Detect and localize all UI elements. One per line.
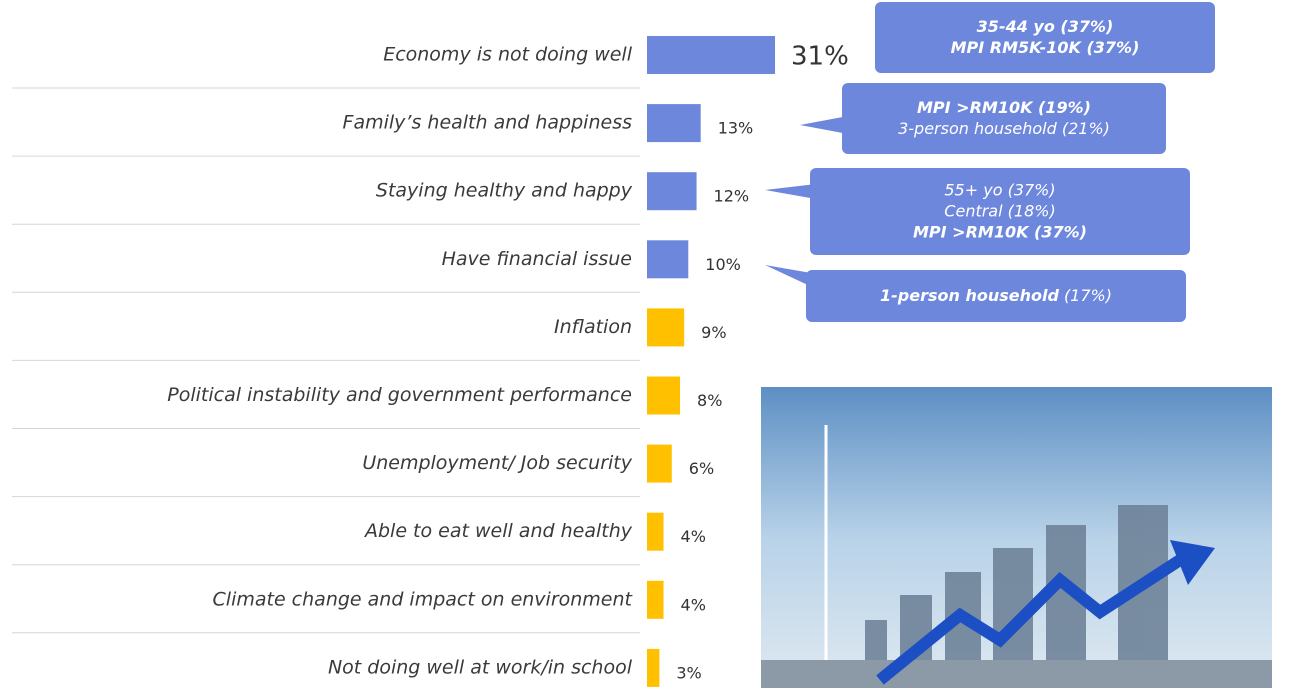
bar — [647, 172, 697, 211]
callout-segment: MPI RM5K-10K (37%) — [951, 38, 1140, 57]
callout-text: MPI >RM10K (19%) — [917, 98, 1091, 117]
category-label: Unemployment/ Job security — [362, 452, 632, 474]
value-label: 12% — [714, 187, 750, 206]
value-label: 9% — [701, 323, 726, 342]
value-label: 4% — [681, 527, 706, 546]
value-label: 4% — [681, 595, 706, 614]
category-label: Family’s health and happiness — [343, 112, 633, 134]
callout: 35-44 yo (37%) MPI RM5K-10K (37%) — [875, 2, 1215, 73]
callout-segment: MPI >RM10K (37%) — [913, 222, 1087, 241]
category-label: Political instability and government per… — [167, 384, 632, 406]
category-label: Staying healthy and happy — [376, 180, 633, 202]
category-label: Able to eat well and healthy — [363, 520, 633, 542]
callout: 55+ yo (37%) Central (18%) MPI >RM10K (37%… — [765, 168, 1190, 255]
bar — [647, 36, 776, 74]
value-label: 3% — [676, 663, 701, 682]
category-label: Inflation — [554, 316, 632, 338]
bar — [647, 240, 689, 279]
callout-text: 1-person household (17%) — [880, 286, 1112, 305]
callout: 1-person household (17%) — [765, 265, 1186, 322]
bar — [647, 580, 664, 619]
category-label: Have financial issue — [442, 248, 632, 270]
callout-text: MPI >RM10K (37%) — [913, 222, 1087, 241]
callout-segment: 3-person household (21%) — [898, 119, 1110, 138]
category-label: Not doing well at work/in school — [328, 656, 633, 678]
callout-text: 35-44 yo (37%) — [977, 17, 1114, 36]
bar — [647, 648, 660, 687]
bar — [647, 444, 672, 483]
callout-segment: 55+ yo (37%) — [944, 180, 1055, 199]
callout-box — [810, 168, 1190, 255]
value-label: 31% — [791, 42, 849, 72]
callout-text: MPI RM5K-10K (37%) — [951, 38, 1140, 57]
value-label: 13% — [718, 119, 754, 138]
callout-segment: MPI >RM10K (19%) — [917, 98, 1091, 117]
callout-text: 55+ yo (37%) — [944, 180, 1055, 199]
callout-segment: 35-44 yo (37%) — [977, 17, 1114, 36]
callout: MPI >RM10K (19%) 3-person household (21%) — [800, 83, 1166, 154]
category-label: Economy is not doing well — [383, 44, 633, 66]
value-label: 8% — [697, 391, 722, 410]
bar — [647, 512, 664, 551]
bar — [647, 308, 685, 347]
callout-text: 3-person household (21%) — [898, 119, 1110, 138]
callout-segment: 1-person household — [880, 286, 1059, 305]
category-label: Climate change and impact on environment — [213, 588, 634, 610]
callout-segment: Central (18%) — [944, 201, 1055, 220]
city-photo — [761, 387, 1272, 688]
bar — [647, 376, 681, 415]
callout-segment: (17%) — [1064, 286, 1112, 305]
callout-box — [842, 83, 1166, 154]
value-label: 6% — [689, 459, 714, 478]
callout-box — [806, 270, 1186, 322]
bar — [647, 104, 701, 143]
callout-box — [875, 2, 1215, 73]
callout-text: Central (18%) — [944, 201, 1055, 220]
value-label: 10% — [705, 255, 741, 274]
